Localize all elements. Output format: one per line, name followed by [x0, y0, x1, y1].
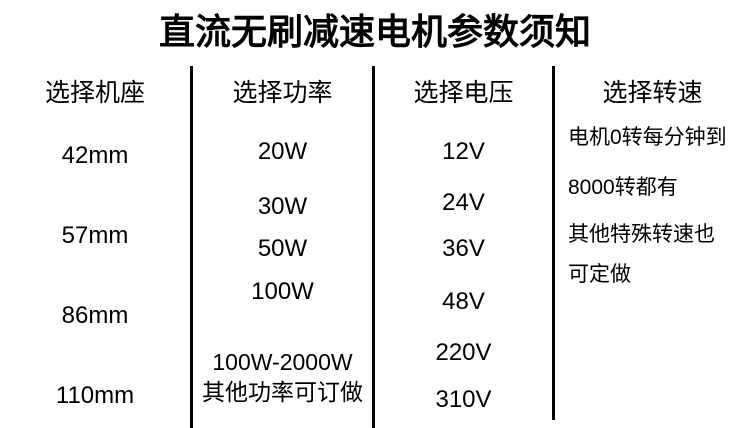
- column-divider-2: [372, 66, 375, 428]
- cell-power-30w: 30W: [257, 193, 308, 220]
- column-header-power: 选择功率: [232, 79, 333, 107]
- cell-power-50w: 50W: [257, 235, 308, 262]
- column-header-voltage: 选择电压: [413, 79, 514, 107]
- column-divider-3: [552, 66, 555, 420]
- cell-power-20w: 20W: [257, 138, 308, 165]
- cell-voltage-48v: 48V: [442, 288, 485, 315]
- cell-voltage-310v: 310V: [435, 386, 492, 413]
- cell-frame-size-42: 42mm: [61, 142, 129, 169]
- cell-voltage-12v: 12V: [442, 138, 485, 165]
- cell-power-custom: 其他功率可订做: [202, 379, 363, 405]
- column-frame-size: 选择机座 42mm 57mm 86mm 110mm: [0, 0, 190, 428]
- cell-voltage-24v: 24V: [442, 189, 485, 216]
- cell-speed-line-4: 可定做: [568, 263, 631, 286]
- cell-speed-line-1: 电机0转每分钟到: [568, 126, 727, 149]
- cell-voltage-220v: 220V: [435, 339, 492, 366]
- column-power: 选择功率 20W 30W 50W 100W 100W-2000W 其他功率可订做: [193, 0, 372, 428]
- column-voltage: 选择电压 12V 24V 36V 48V 220V 310V: [375, 0, 552, 428]
- cell-power-100w: 100W: [251, 278, 314, 305]
- cell-speed-line-2: 8000转都有: [568, 176, 678, 199]
- page-title: 直流无刷减速电机参数须知: [158, 11, 591, 52]
- cell-frame-size-57: 57mm: [61, 222, 129, 249]
- column-divider-1: [190, 66, 193, 428]
- cell-speed-line-3: 其他特殊转速也: [568, 223, 715, 246]
- column-header-frame-size: 选择机座: [44, 79, 145, 107]
- cell-frame-size-110: 110mm: [55, 382, 135, 409]
- cell-frame-size-86: 86mm: [61, 302, 129, 329]
- cell-power-range: 100W-2000W: [212, 349, 353, 375]
- cell-voltage-36v: 36V: [442, 235, 485, 262]
- column-speed: 选择转速 电机0转每分钟到 8000转都有 其他特殊转速也 可定做: [555, 0, 750, 428]
- column-header-speed: 选择转速: [602, 79, 703, 107]
